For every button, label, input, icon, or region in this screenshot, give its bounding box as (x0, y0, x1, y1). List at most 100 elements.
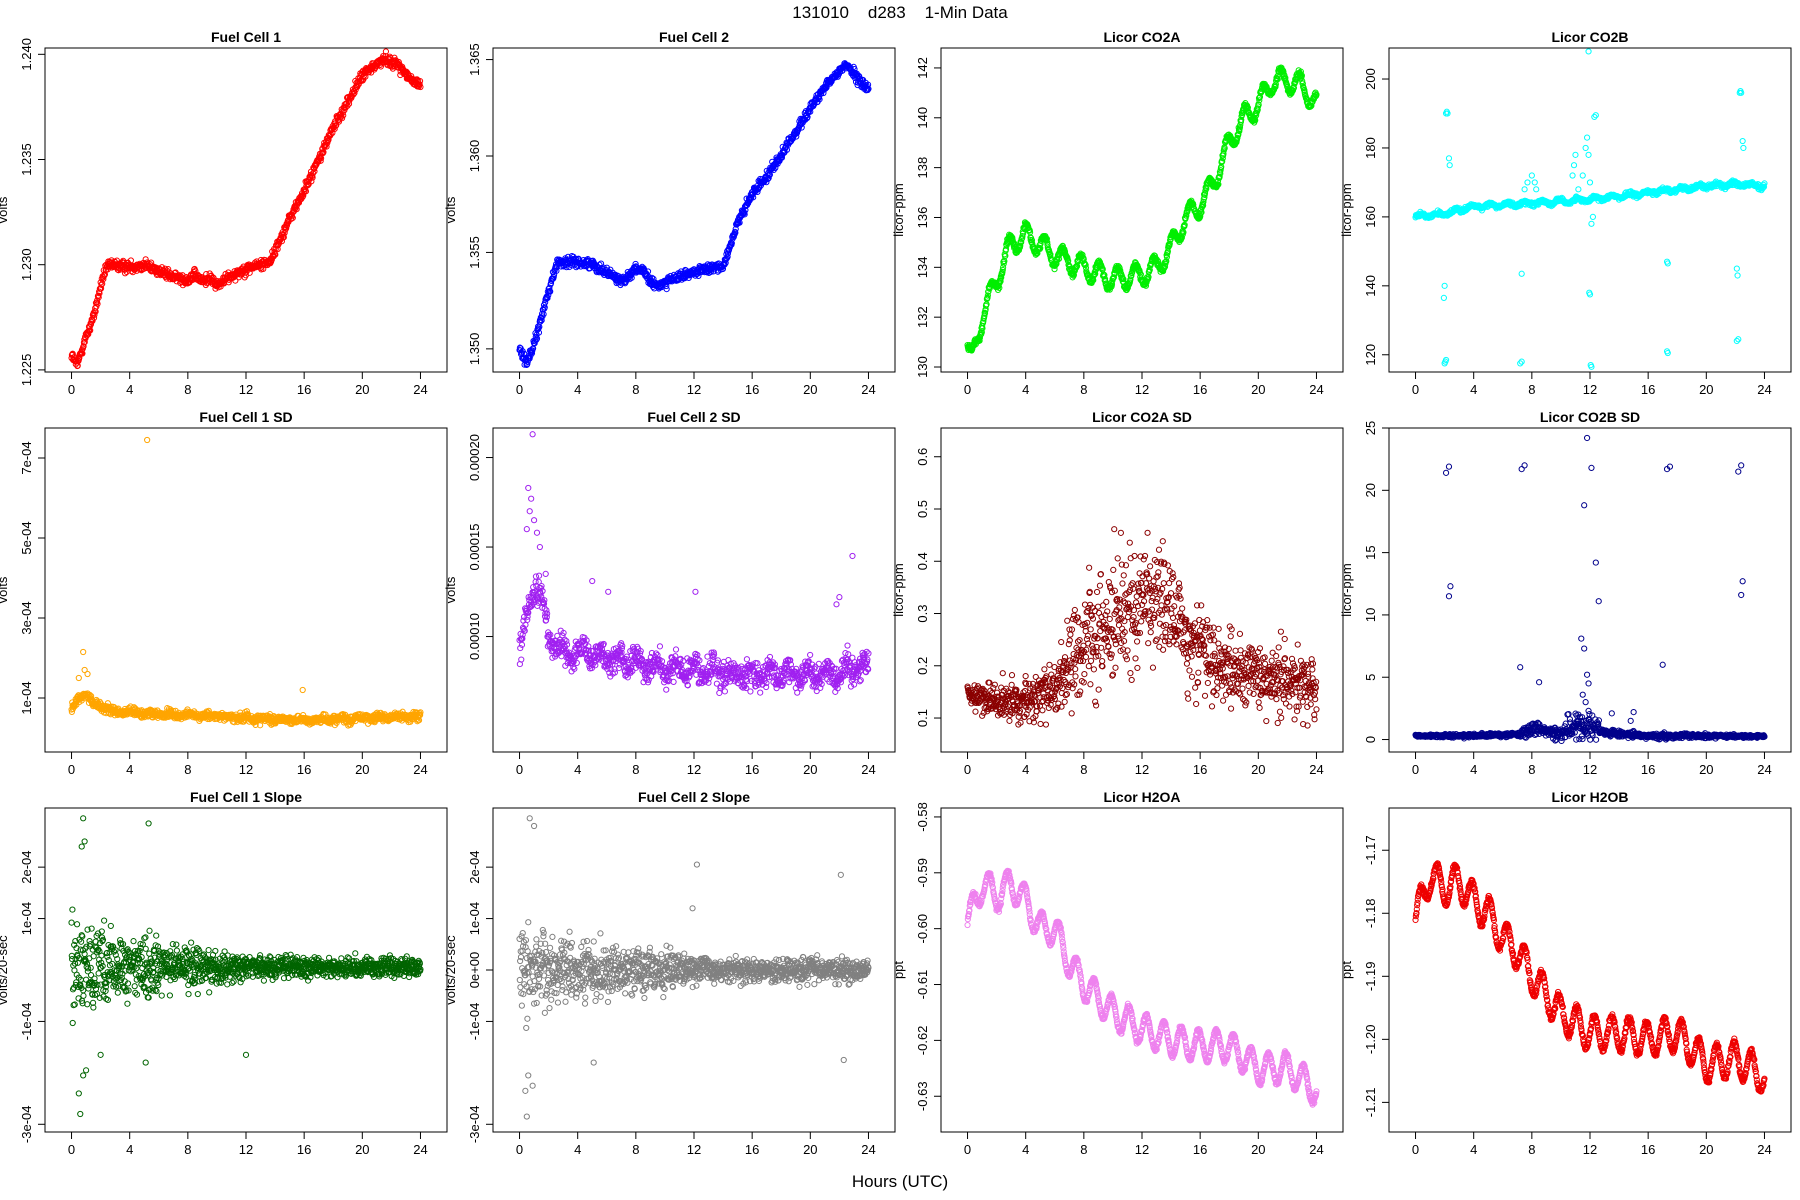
data-point (94, 300, 101, 307)
y-axis-label: volts (0, 576, 10, 603)
data-point (1280, 69, 1287, 76)
data-point (1533, 186, 1540, 193)
data-point (1029, 240, 1036, 247)
x-tick-label: 12 (1583, 382, 1597, 397)
data-point (518, 641, 526, 648)
x-tick-label: 12 (239, 762, 253, 777)
data-point (542, 617, 550, 624)
y-axis-label: volts (443, 576, 458, 603)
data-point (165, 266, 172, 273)
data-point (1442, 356, 1450, 364)
x-tick-label: 16 (297, 382, 311, 397)
data-point (1197, 213, 1204, 220)
data-point (1127, 276, 1134, 283)
data-point (521, 627, 528, 634)
data-point (1299, 77, 1306, 85)
data-point (537, 318, 544, 325)
data-point (539, 587, 546, 595)
data-point (1215, 181, 1222, 188)
panel-title: Licor CO2B (1551, 29, 1628, 45)
data-point (1221, 145, 1228, 152)
data-point (257, 256, 265, 264)
data-point (984, 292, 991, 299)
data-points (964, 64, 1320, 354)
data-point (1002, 246, 1010, 253)
y-tick-label: 200 (1363, 68, 1378, 90)
data-point (1664, 260, 1671, 267)
y-tick-label: 1.350 (467, 333, 482, 366)
data-point (1128, 272, 1135, 279)
data-point (317, 157, 324, 164)
y-tick-label: 140 (915, 107, 930, 129)
x-tick-label: 24 (861, 382, 875, 397)
x-tick-label: 0 (68, 382, 75, 397)
data-point (536, 572, 543, 579)
data-point (1583, 134, 1591, 141)
data-point (547, 288, 554, 295)
y-tick-label: 1.355 (467, 236, 482, 269)
x-tick-label: 24 (413, 382, 427, 397)
data-point (1761, 180, 1768, 187)
data-point (1308, 102, 1315, 109)
data-point (547, 631, 554, 638)
data-point (1304, 96, 1311, 103)
plot-frame (492, 47, 896, 373)
data-point (293, 206, 300, 213)
panel-title: Fuel Cell 2 SD (647, 409, 740, 425)
data-point (350, 91, 357, 98)
data-point (1521, 186, 1528, 193)
data-point (1445, 155, 1453, 162)
data-point (532, 573, 540, 580)
data-point (984, 294, 991, 301)
x-tick-label: 12 (239, 382, 253, 397)
data-point (821, 83, 829, 90)
data-point (80, 648, 87, 656)
plot-frame (44, 47, 448, 373)
data-point (1120, 276, 1127, 283)
data-point (1301, 87, 1308, 94)
data-point (1190, 201, 1197, 209)
data-point (553, 267, 560, 274)
x-tick-label: 4 (1022, 382, 1029, 397)
data-point (663, 286, 670, 293)
data-point (864, 81, 872, 88)
data-point (1124, 284, 1131, 291)
x-tick-label: 16 (745, 382, 759, 397)
data-point (1236, 127, 1243, 135)
x-tick-label: 0 (68, 762, 75, 777)
data-point (416, 77, 424, 85)
data-points (68, 436, 424, 729)
data-point (280, 234, 287, 241)
data-points (516, 60, 872, 368)
data-point (1760, 183, 1768, 190)
data-point (416, 81, 423, 88)
x-tick-label: 4 (1470, 382, 1477, 397)
data-point (1037, 245, 1044, 252)
data-point (1274, 72, 1282, 79)
data-point (91, 311, 98, 319)
data-point (1166, 240, 1173, 247)
data-point (84, 670, 91, 678)
x-tick-label: 4 (126, 382, 133, 397)
y-tick-label: 1e-04 (19, 681, 34, 714)
data-point (89, 317, 96, 324)
data-point (1518, 358, 1525, 365)
data-point (98, 281, 105, 288)
data-point (1588, 220, 1595, 227)
data-point (1255, 101, 1262, 108)
data-point (1219, 158, 1226, 165)
data-point (563, 264, 570, 271)
data-point (1200, 202, 1207, 209)
y-tick-label: 1.360 (467, 140, 482, 173)
data-point (650, 275, 657, 282)
x-tick-label: 8 (1080, 382, 1087, 397)
data-point (865, 85, 872, 93)
data-point (1200, 198, 1207, 205)
data-point (981, 310, 989, 317)
x-tick-label: 20 (1699, 382, 1713, 397)
y-tick-label: 136 (915, 207, 930, 229)
